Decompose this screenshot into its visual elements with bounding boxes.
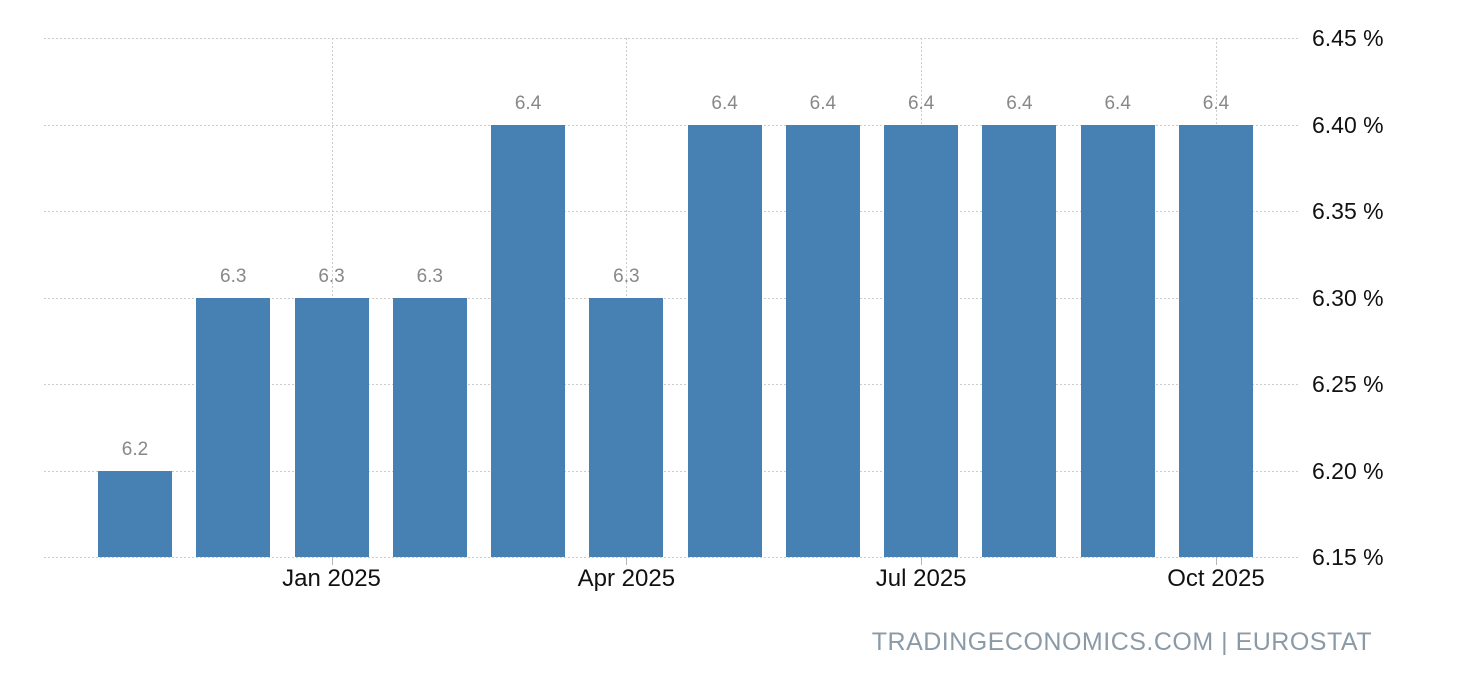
- bar[interactable]: [1178, 124, 1253, 557]
- x-tick-label: Oct 2025: [1167, 565, 1265, 592]
- y-gridline: [44, 124, 1300, 126]
- bar[interactable]: [294, 297, 369, 557]
- x-tick-mark: [626, 557, 628, 565]
- bar-value-label: 6.4: [907, 92, 935, 114]
- attribution: TRADINGECONOMICS.COM | EUROSTAT: [872, 628, 1372, 656]
- x-tick-label: Jul 2025: [875, 565, 967, 592]
- bar-value-label: 6.2: [121, 438, 149, 460]
- bar[interactable]: [392, 297, 467, 557]
- attribution-text: TRADINGECONOMICS.COM | EUROSTAT: [871, 628, 1372, 656]
- y-tick-label: 6.40 %: [1312, 111, 1384, 138]
- bar-value-label: 6.4: [809, 92, 837, 114]
- bar-value-label: 6.4: [514, 92, 542, 114]
- bar[interactable]: [491, 124, 566, 557]
- bar-value-label: 6.4: [1104, 92, 1131, 114]
- bar-value-label: 6.4: [1202, 92, 1230, 114]
- y-gridline: [44, 297, 1300, 299]
- x-tick-label: Apr 2025: [577, 565, 676, 592]
- y-tick-label: 6.30 %: [1312, 284, 1384, 311]
- bar-value-label: 6.4: [1006, 92, 1033, 114]
- y-gridline: [44, 384, 1300, 385]
- bar-value-label: 6.3: [220, 265, 247, 287]
- bar-value-label: 6.4: [711, 92, 738, 114]
- bar[interactable]: [196, 297, 271, 557]
- bar[interactable]: [1080, 124, 1155, 557]
- y-gridline: [44, 557, 1300, 558]
- y-tick-label: 6.20 %: [1312, 457, 1384, 484]
- x-tick-mark: [921, 557, 923, 565]
- bar[interactable]: [589, 297, 664, 557]
- y-tick-label: 6.45 %: [1312, 25, 1384, 51]
- y-gridline: [44, 38, 1300, 39]
- x-tick-label: Jan 2025: [282, 565, 381, 592]
- x-tick-mark: [1215, 557, 1217, 565]
- bar-value-label: 6.3: [613, 265, 640, 287]
- bar[interactable]: [884, 124, 959, 557]
- bar-value-label: 6.3: [416, 265, 443, 287]
- bar[interactable]: [785, 124, 860, 557]
- bar[interactable]: [98, 470, 172, 557]
- bar[interactable]: [687, 124, 762, 557]
- y-gridline: [44, 211, 1300, 212]
- y-gridline: [44, 470, 1300, 472]
- bar[interactable]: [982, 124, 1057, 557]
- y-tick-label: 6.25 %: [1312, 371, 1384, 397]
- bar-value-label: 6.3: [318, 265, 345, 287]
- y-tick-label: 6.15 %: [1312, 544, 1384, 570]
- y-tick-label: 6.35 %: [1312, 198, 1384, 224]
- x-tick-mark: [331, 557, 333, 565]
